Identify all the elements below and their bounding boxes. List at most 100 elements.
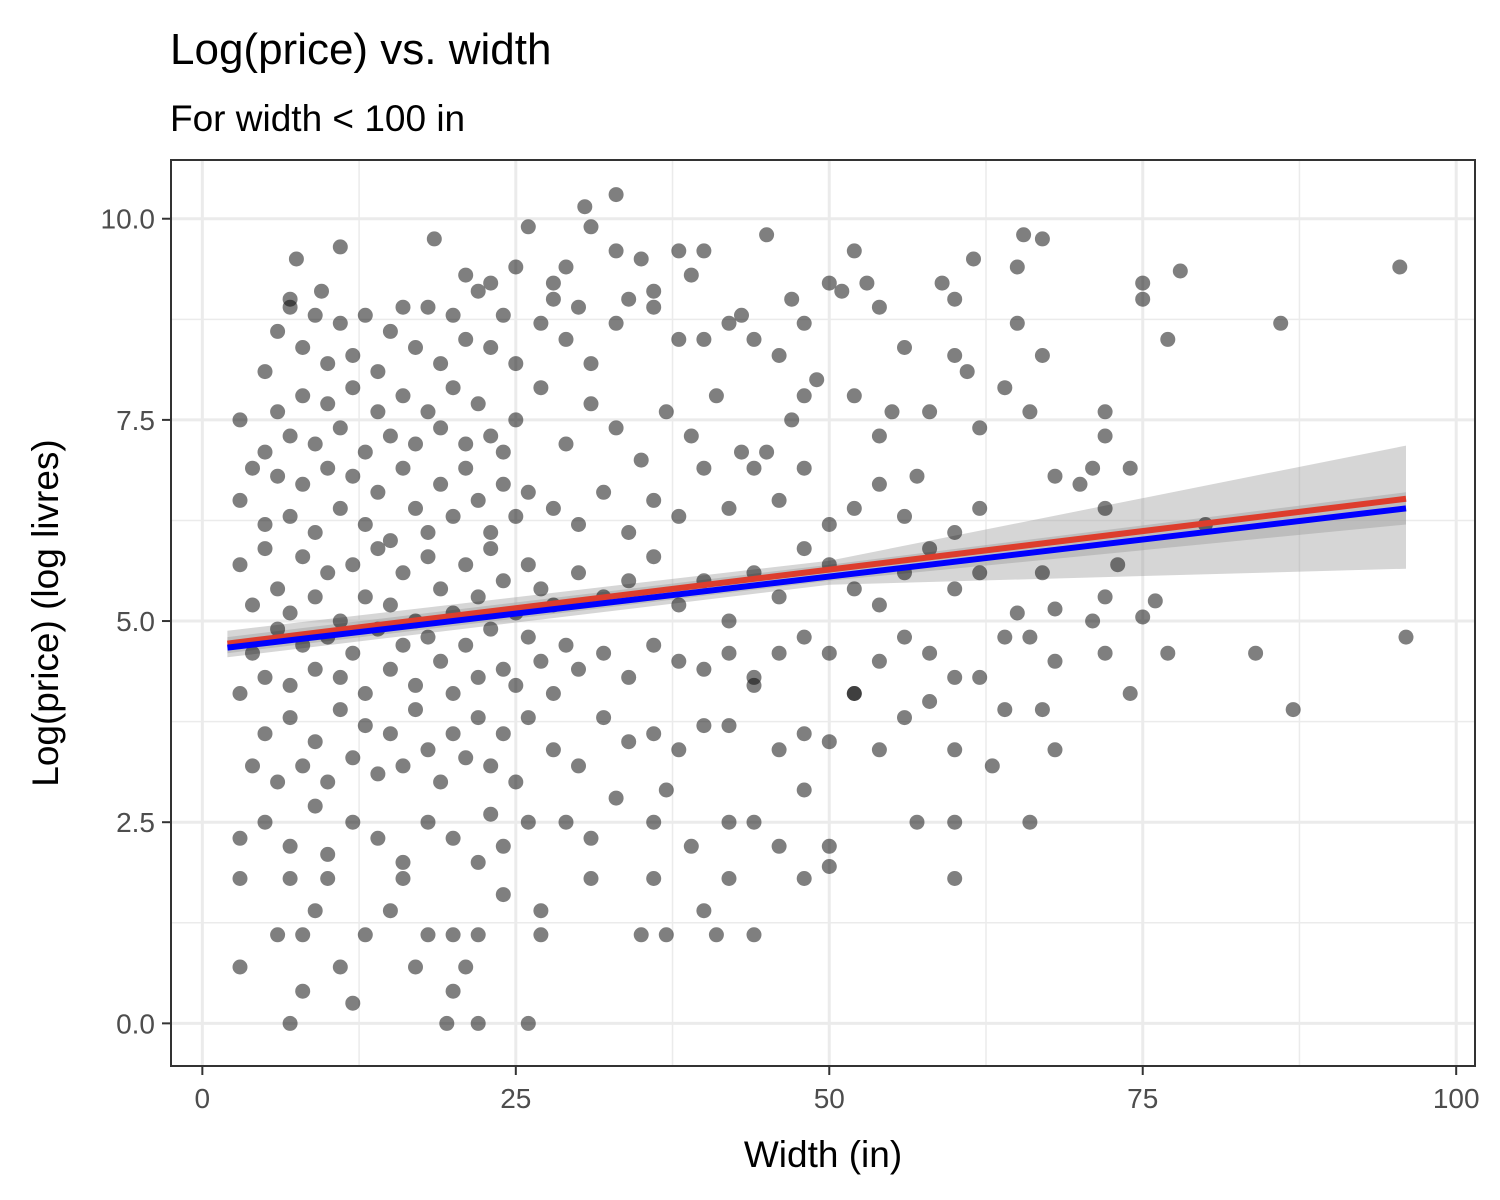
data-point — [458, 331, 474, 347]
data-point — [608, 187, 624, 203]
data-point — [922, 645, 938, 661]
data-point — [671, 653, 687, 669]
data-point — [282, 428, 298, 444]
data-point — [282, 605, 298, 621]
data-point — [784, 412, 800, 428]
data-point — [909, 814, 925, 830]
data-point — [771, 838, 787, 854]
data-point — [395, 388, 411, 404]
data-point — [1122, 460, 1138, 476]
data-point — [495, 887, 511, 903]
data-point — [282, 871, 298, 886]
data-point — [307, 798, 323, 814]
data-point — [608, 790, 624, 806]
data-point — [470, 589, 486, 605]
data-point — [884, 404, 900, 420]
data-point — [871, 299, 887, 315]
data-point — [445, 927, 461, 943]
data-point — [947, 525, 963, 540]
data-point — [809, 372, 825, 388]
data-point — [345, 348, 361, 363]
data-point — [357, 517, 373, 532]
data-point — [558, 259, 574, 275]
data-point — [972, 500, 988, 516]
data-point — [257, 669, 273, 685]
data-point — [683, 428, 699, 444]
data-point — [721, 814, 737, 830]
data-point — [1047, 653, 1063, 669]
data-point — [759, 227, 775, 243]
data-point — [621, 525, 637, 540]
data-point — [1135, 291, 1151, 307]
data-point — [332, 420, 348, 436]
data-point — [947, 814, 963, 830]
data-point — [533, 315, 549, 331]
y-axis-ticks: 0.0 2.5 5.0 7.5 10.0 — [101, 204, 171, 1039]
data-point — [646, 814, 662, 830]
data-point — [232, 686, 248, 701]
data-point — [270, 323, 286, 339]
data-point — [571, 565, 586, 581]
data-point — [646, 299, 662, 315]
data-point — [846, 388, 862, 404]
data-point — [458, 460, 474, 476]
data-point — [577, 199, 593, 215]
data-point — [671, 243, 687, 259]
data-point — [483, 525, 499, 540]
data-point — [445, 726, 461, 742]
data-point — [483, 428, 499, 444]
data-point — [947, 581, 963, 597]
data-point — [257, 364, 273, 380]
data-point — [1097, 645, 1113, 661]
data-point — [846, 686, 862, 701]
data-point — [332, 702, 348, 718]
data-point — [746, 927, 762, 943]
data-point — [470, 492, 486, 508]
data-point — [734, 307, 749, 323]
data-point — [771, 492, 787, 508]
data-point — [721, 613, 737, 629]
data-point — [746, 460, 762, 476]
data-point — [345, 995, 361, 1011]
data-point — [495, 476, 511, 492]
fit-lines — [227, 495, 1407, 651]
data-point — [596, 710, 612, 726]
data-point — [721, 315, 737, 331]
data-point — [307, 589, 323, 605]
data-point — [232, 492, 248, 508]
data-point — [671, 597, 687, 613]
data-point — [495, 838, 511, 854]
major-gridlines — [171, 160, 1475, 1066]
data-point — [1160, 645, 1176, 661]
data-point — [320, 396, 336, 412]
data-point — [257, 444, 273, 460]
data-point — [332, 239, 348, 255]
data-point — [408, 340, 423, 355]
data-point — [282, 710, 298, 726]
data-point — [458, 267, 474, 283]
data-point — [1034, 348, 1050, 363]
data-point — [696, 661, 712, 677]
data-point — [859, 275, 875, 291]
data-point — [420, 525, 436, 540]
data-point — [821, 734, 837, 750]
data-point — [245, 758, 260, 774]
x-tick-label: 50 — [814, 1083, 845, 1114]
data-point — [288, 251, 304, 267]
data-point — [508, 774, 524, 790]
data-point — [846, 243, 862, 259]
data-point — [997, 702, 1013, 718]
data-point — [270, 581, 286, 597]
data-point — [947, 291, 963, 307]
data-point — [495, 307, 511, 323]
chart-title: Log(price) vs. width — [170, 25, 551, 74]
data-point — [871, 653, 887, 669]
data-point — [232, 557, 248, 573]
data-point — [307, 661, 323, 677]
data-point — [320, 846, 336, 862]
data-point — [922, 541, 938, 557]
data-point — [871, 476, 887, 492]
data-point — [483, 541, 499, 557]
data-point — [370, 766, 386, 782]
data-point — [395, 758, 411, 774]
